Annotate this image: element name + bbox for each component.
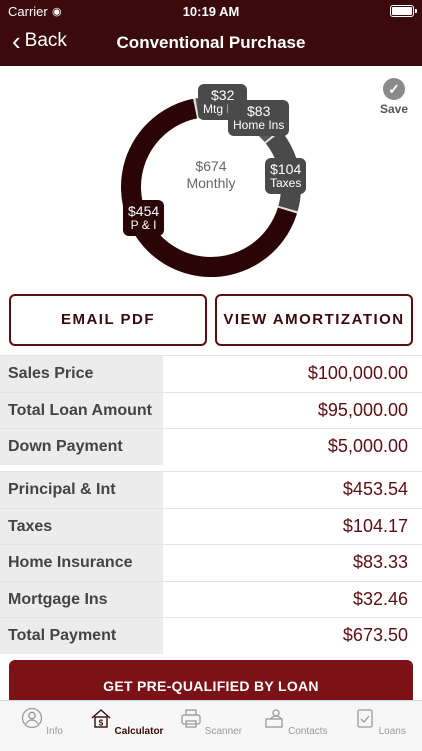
row-label: Principal & Int [0,472,163,508]
tab-label: Loans [378,726,406,737]
table-row: Taxes $104.17 [0,507,422,544]
row-value: $104.17 [342,515,408,536]
tab-contacts[interactable]: Contacts [253,701,337,751]
status-bar: Carrier ◉ 10:19 AM [0,4,422,20]
tab-label: Contacts [288,726,328,737]
battery-icon [390,5,417,17]
payment-table: Principal & Int $453.54 Taxes $104.17 Home… [0,471,422,654]
slice-label: Home Ins [233,118,285,132]
tab-label: Calculator [114,726,164,737]
row-label: Total Payment [0,618,163,654]
action-buttons: EMAIL PDF VIEW AMORTIZATION [9,294,413,346]
slice-value: $83 [247,103,271,119]
navigation-bar: Carrier ◉ 10:19 AM ‹ Back Conventional P… [0,0,422,66]
tab-label: Scanner [204,726,243,737]
carrier-label: Carrier [8,4,48,19]
slice-value: $32 [211,87,235,103]
tab-label: Info [46,726,63,737]
slice-tag-home-ins: $83 Home Ins [228,100,290,136]
table-row: Down Payment $5,000.00 [0,428,422,465]
table-row: Total Payment $673.50 [0,617,422,654]
row-value: $453.54 [342,479,408,499]
payment-breakdown-chart: $674 Monthly $32 Mtg Ins $83 Home Ins $1… [0,66,422,291]
monthly-total-amount: $674 [195,158,227,174]
page-title: Conventional Purchase [116,33,306,52]
slice-label: Taxes [270,176,302,190]
table-row: Principal & Int $453.54 [0,471,422,508]
slice-value: $104 [270,161,302,177]
view-amortization-button[interactable]: VIEW AMORTIZATION [215,294,413,346]
row-label: Total Loan Amount [0,392,163,428]
tab-loans[interactable]: Loans [338,701,422,751]
contacts-icon [265,709,283,728]
slice-label: P & I [130,218,157,232]
loan-summary-table: Sales Price $100,000.00 Total Loan Amount… [0,355,422,465]
tab-calculator[interactable]: $ Calculator [84,701,168,751]
row-value: $5,000.00 [327,436,408,456]
row-value: $673.50 [342,625,408,645]
slice-tag-pi: $454 P & I [123,200,165,236]
row-label: Down Payment [0,429,163,465]
slice-tag-taxes: $104 Taxes [265,158,307,194]
calculator-house-icon: $ [91,709,111,728]
back-label: Back [24,30,67,51]
email-pdf-button[interactable]: EMAIL PDF [9,294,207,346]
clock: 10:19 AM [182,4,240,19]
row-value: $83.33 [352,552,408,572]
slice-pi [121,98,297,277]
tab-info[interactable]: Info [0,701,84,751]
row-label: Mortgage Ins [0,581,163,617]
row-value: $32.46 [352,588,408,609]
clipboard-check-icon [357,709,373,728]
row-value: $95,000.00 [317,399,408,420]
monthly-label: Monthly [186,175,236,191]
chart-center-label: $674 Monthly [164,158,258,192]
row-label: Sales Price [0,356,163,392]
table-row: Home Insurance $83.33 [0,544,422,581]
row-value: $100,000.00 [307,363,408,383]
scanner-icon [181,709,201,728]
svg-text:$: $ [99,719,104,728]
check-circle-icon: ✓ [382,78,405,100]
row-label: Taxes [0,508,163,544]
wifi-icon: ◉ [52,6,62,18]
save-label: Save [379,102,408,116]
row-label: Home Insurance [0,545,163,581]
slice-value: $454 [128,203,160,219]
table-row: Total Loan Amount $95,000.00 [0,391,422,428]
person-icon [22,707,43,729]
table-row: Mortgage Ins $32.46 [0,580,422,617]
tab-scanner[interactable]: Scanner [169,701,253,751]
back-button[interactable]: ‹ Back [12,26,67,56]
chevron-left-icon: ‹ [12,26,21,56]
tab-bar: Info $ Calculator Scanner Contacts Loans [0,700,422,751]
table-row: Sales Price $100,000.00 [0,355,422,392]
save-button[interactable]: ✓ Save [380,78,408,116]
